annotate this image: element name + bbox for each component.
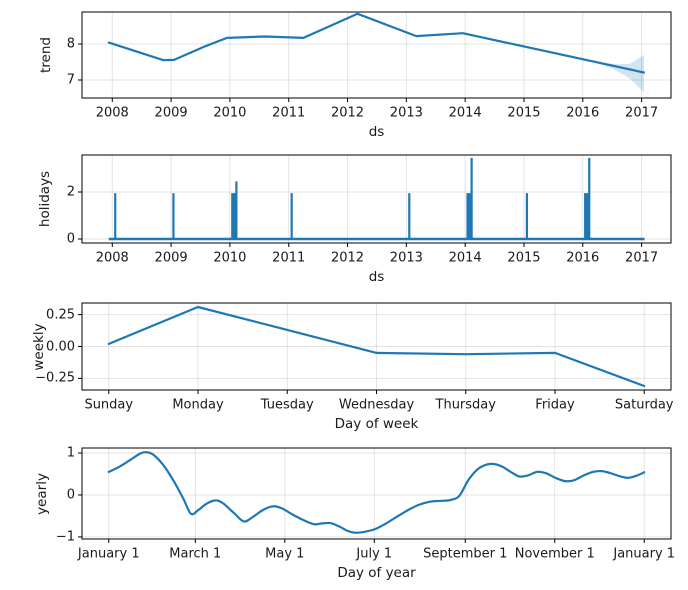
yearly-plot-frame [81, 447, 672, 540]
yearly-x-axis-label: Day of year [337, 565, 416, 581]
holidays-x-tick-label: 2015 [507, 250, 541, 266]
holidays-x-tick-label: 2016 [566, 250, 600, 266]
trend-x-tick-label: 2010 [213, 105, 247, 121]
uncertainty-band [586, 54, 644, 93]
trend-y-tick-label: 7 [66, 72, 75, 88]
holidays-plot-frame [81, 154, 672, 244]
yearly-x-tick-label: January 1 [613, 546, 676, 562]
trend-x-tick-label: 2017 [625, 105, 659, 121]
trend-y-tick-label: 8 [66, 36, 75, 52]
yearly-y-tick-label: 1 [66, 445, 75, 461]
yearly-y-axis-label: yearly [34, 472, 50, 515]
holidays-y-tick-label: 0 [66, 231, 75, 247]
weekly-x-tick-label: Thursday [435, 397, 496, 413]
holidays-x-tick-label: 2013 [389, 250, 423, 266]
trend-x-tick-label: 2013 [389, 105, 423, 121]
weekly-y-axis-label: weekly [31, 322, 47, 371]
weekly-y-tick-label: −0.25 [35, 370, 75, 386]
holidays-x-tick-label: 2014 [448, 250, 482, 266]
holidays-x-tick-label: 2008 [95, 250, 129, 266]
yearly-line [107, 451, 646, 534]
holidays-x-axis-label: ds [368, 269, 385, 285]
trend-x-axis-label: ds [368, 124, 385, 140]
weekly-x-axis-label: Day of week [334, 416, 419, 432]
trend-x-tick-label: 2009 [154, 105, 188, 121]
weekly-x-tick-label: Friday [535, 397, 575, 413]
trend-x-tick-label: 2014 [448, 105, 482, 121]
trend-x-tick-label: 2015 [507, 105, 541, 121]
yearly-x-tick-label: November 1 [514, 546, 595, 562]
holidays-x-tick-label: 2010 [213, 250, 247, 266]
trend-plot-frame [81, 11, 672, 99]
trend-x-tick-label: 2011 [272, 105, 306, 121]
holidays-y-tick-label: 2 [66, 184, 75, 200]
holidays-x-tick-label: 2012 [330, 250, 365, 266]
weekly-x-tick-label: Tuesday [260, 397, 314, 413]
weekly-x-tick-label: Monday [172, 397, 224, 413]
holidays-y-axis-label: holidays [37, 170, 53, 228]
yearly-y-tick-label: 0 [66, 487, 75, 503]
holidays-x-tick-label: 2017 [625, 250, 659, 266]
weekly-x-tick-label: Wednesday [338, 397, 415, 413]
trend-x-tick-label: 2008 [95, 105, 129, 121]
yearly-x-tick-label: May 1 [265, 546, 305, 562]
trend-line [107, 12, 646, 74]
trend-x-tick-label: 2012 [330, 105, 365, 121]
yearly-x-tick-label: July 1 [356, 546, 393, 562]
holidays-x-tick-label: 2011 [272, 250, 306, 266]
yearly-x-tick-label: September 1 [423, 546, 508, 562]
yearly-y-tick-label: −1 [55, 529, 75, 545]
yearly-x-tick-label: January 1 [77, 546, 140, 562]
weekly-x-tick-label: Sunday [84, 397, 134, 413]
weekly-y-tick-label: 0.00 [46, 339, 75, 354]
trend-y-axis-label: trend [38, 37, 54, 73]
weekly-line [107, 305, 646, 388]
holidays-x-tick-label: 2009 [154, 250, 188, 266]
weekly-x-tick-label: Saturday [614, 397, 674, 413]
yearly-x-tick-label: March 1 [169, 546, 222, 562]
trend-x-tick-label: 2016 [566, 105, 600, 121]
weekly-y-tick-label: 0.25 [46, 307, 75, 323]
